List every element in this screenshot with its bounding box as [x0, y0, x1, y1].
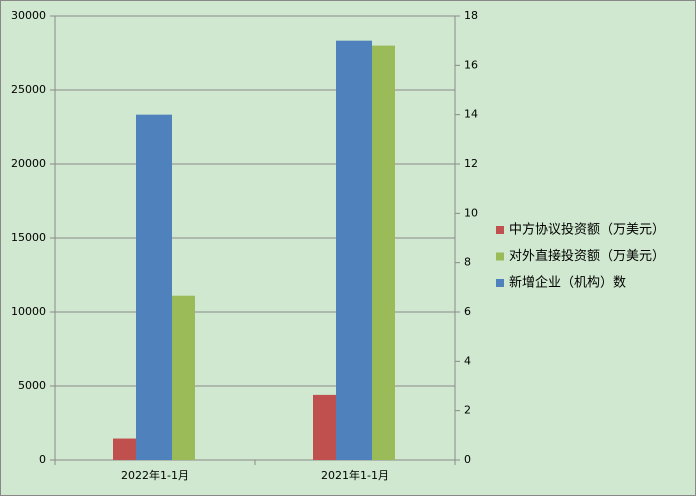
y2-tick-label: 14 — [464, 108, 478, 121]
x-tick-label: 2021年1-1月 — [321, 468, 389, 482]
legend-swatch — [496, 252, 504, 261]
y-tick-label: 0 — [39, 453, 46, 466]
bar — [136, 114, 172, 461]
bar — [372, 45, 395, 460]
bar — [313, 394, 336, 460]
legend-swatch — [496, 226, 504, 234]
y-tick-label: 30000 — [11, 9, 46, 22]
legend-label: 中方协议投资额（万美元） — [509, 222, 665, 238]
x-tick-label: 2022年1-1月 — [121, 468, 189, 482]
y2-tick-label: 4 — [464, 354, 471, 367]
y2-tick-label: 6 — [464, 305, 471, 318]
y2-tick-label: 16 — [464, 58, 478, 71]
bar — [172, 295, 195, 460]
y-tick-label: 25000 — [11, 83, 46, 96]
y2-tick-label: 12 — [464, 157, 478, 170]
y-tick-label: 5000 — [18, 379, 46, 392]
y2-tick-label: 8 — [464, 256, 471, 269]
y2-tick-label: 2 — [464, 404, 471, 417]
legend-swatch — [496, 279, 504, 287]
y2-tick-label: 10 — [464, 206, 478, 219]
bar — [113, 438, 136, 460]
y-tick-label: 15000 — [11, 231, 46, 244]
legend-label: 对外直接投资额（万美元） — [509, 248, 665, 264]
legend-label: 新增企业（机构）数 — [509, 275, 626, 291]
y2-tick-label: 0 — [464, 453, 471, 466]
bar — [336, 40, 372, 461]
y-tick-label: 10000 — [11, 305, 46, 318]
y-tick-label: 20000 — [11, 157, 46, 170]
y2-tick-label: 18 — [464, 9, 478, 22]
